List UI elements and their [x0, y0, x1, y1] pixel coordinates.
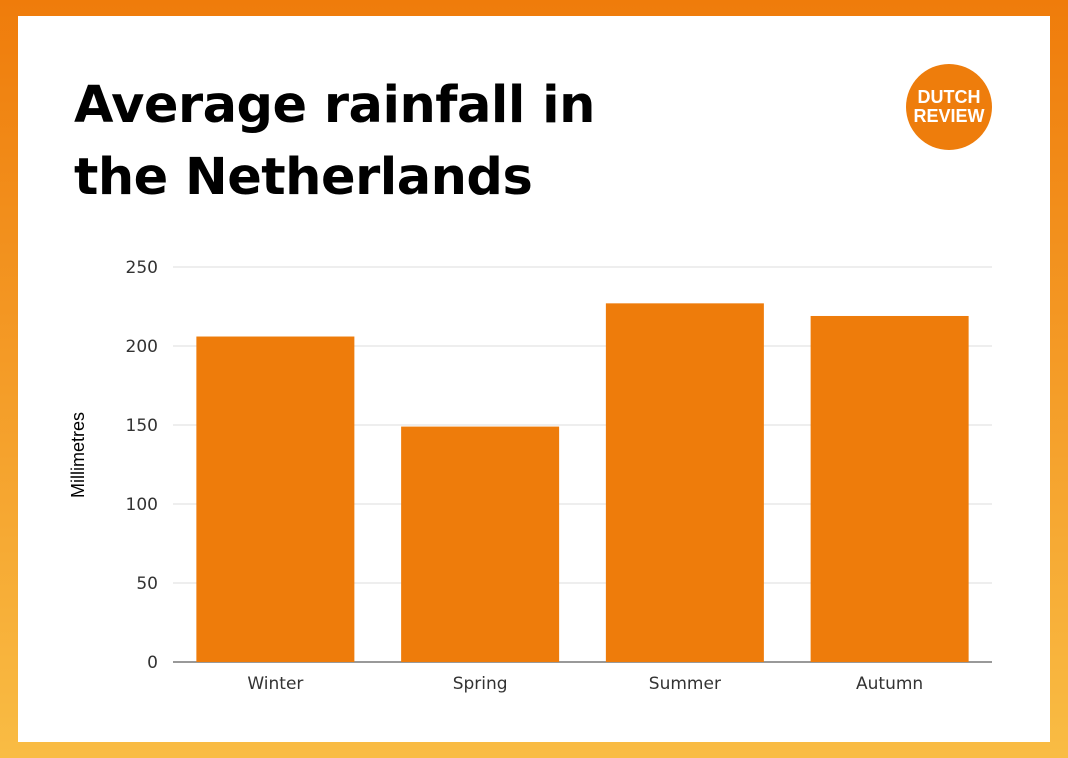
bar-autumn — [810, 315, 969, 662]
x-tick-label: Winter — [247, 674, 303, 694]
bar-summer — [605, 303, 764, 662]
logo-line-1: DUTCH — [917, 87, 981, 107]
bar-winter — [196, 336, 355, 662]
bar-spring — [401, 426, 560, 662]
dutch-review-logo: DUTCH REVIEW — [906, 64, 992, 150]
y-tick-label: 50 — [136, 574, 158, 594]
y-axis-label: Millimetres — [68, 412, 88, 498]
y-tick-label: 250 — [126, 258, 158, 278]
x-tick-label: Summer — [649, 674, 721, 694]
x-tick-label: Spring — [453, 674, 508, 694]
x-tick-label: Autumn — [856, 674, 923, 694]
y-tick-label: 200 — [126, 337, 158, 357]
logo-line-2: REVIEW — [913, 106, 985, 126]
chart-title: Average rainfall in the Netherlands — [74, 76, 595, 207]
y-tick-label: 150 — [126, 416, 158, 436]
y-tick-label: 100 — [126, 495, 158, 515]
y-tick-label: 0 — [147, 653, 158, 673]
